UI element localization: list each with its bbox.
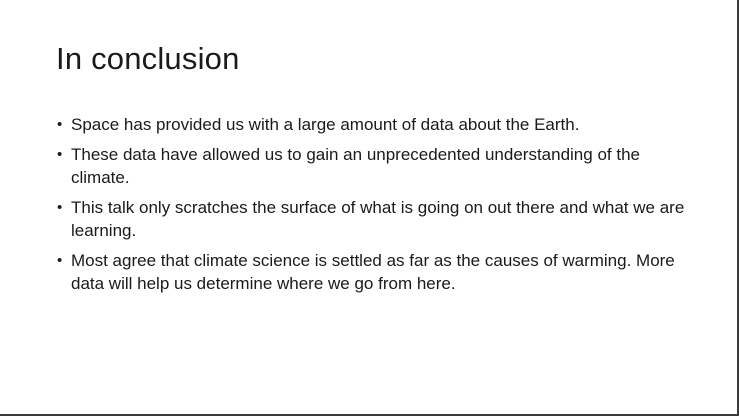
bullet-text: This talk only scratches the surface of …	[71, 198, 685, 240]
slide-title: In conclusion	[56, 41, 240, 76]
bullet-icon: •	[57, 252, 63, 269]
bullet-item: • These data have allowed us to gain an …	[56, 143, 696, 189]
bullet-item: • Space has provided us with a large amo…	[56, 113, 696, 136]
bullet-text: These data have allowed us to gain an un…	[71, 145, 640, 187]
bullet-item: • Most agree that climate science is set…	[56, 249, 696, 295]
bullet-item: • This talk only scratches the surface o…	[56, 196, 696, 242]
bullet-text: Most agree that climate science is settl…	[71, 251, 675, 293]
bullet-list: • Space has provided us with a large amo…	[56, 113, 696, 302]
bullet-text: Space has provided us with a large amoun…	[71, 115, 580, 134]
bullet-icon: •	[57, 199, 63, 216]
bullet-icon: •	[57, 146, 63, 163]
bullet-icon: •	[57, 116, 63, 133]
